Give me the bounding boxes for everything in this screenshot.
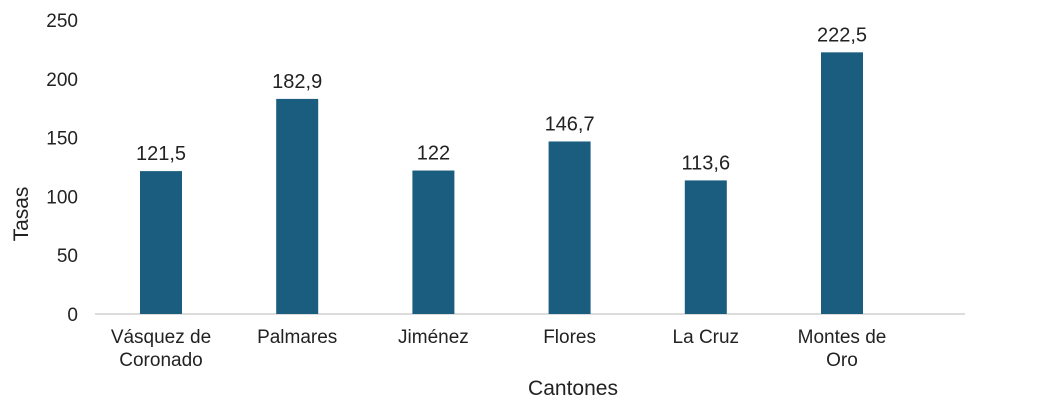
category-label: Jiménez: [398, 327, 469, 348]
category-label: Palmares: [257, 327, 337, 348]
category-label: Vásquez de: [111, 327, 211, 348]
category-label: Montes de: [798, 327, 887, 348]
data-label: 182,9: [272, 71, 322, 93]
data-labels: 121,5 182,9 122 146,7 113,6 222,5: [136, 24, 867, 174]
data-label: 113,6: [682, 152, 731, 174]
data-label: 222,5: [817, 24, 867, 46]
y-tick-labels: 0 50 100 150 200 250: [46, 11, 78, 326]
category-label: Coronado: [119, 350, 202, 371]
bar: [684, 180, 727, 314]
data-label: 122: [417, 143, 450, 165]
data-label: 121,5: [136, 143, 186, 165]
bar: [821, 52, 863, 315]
category-label: Oro: [826, 350, 858, 371]
x-axis-title: Cantones: [528, 377, 618, 400]
y-tick-label: 200: [46, 70, 78, 91]
data-label: 146,7: [545, 113, 595, 135]
y-tick-label: 0: [67, 305, 78, 326]
y-tick-label: 100: [46, 187, 78, 208]
y-tick-label: 150: [46, 129, 78, 150]
bar: [276, 98, 319, 314]
bar: [140, 171, 182, 314]
category-label: Flores: [543, 327, 596, 348]
y-tick-label: 50: [57, 246, 78, 267]
bar: [412, 170, 455, 314]
y-tick-label: 250: [46, 11, 78, 32]
bar: [548, 141, 591, 314]
bars: [140, 52, 863, 315]
y-axis-title: Tasas: [10, 187, 33, 242]
category-label: La Cruz: [673, 327, 740, 348]
